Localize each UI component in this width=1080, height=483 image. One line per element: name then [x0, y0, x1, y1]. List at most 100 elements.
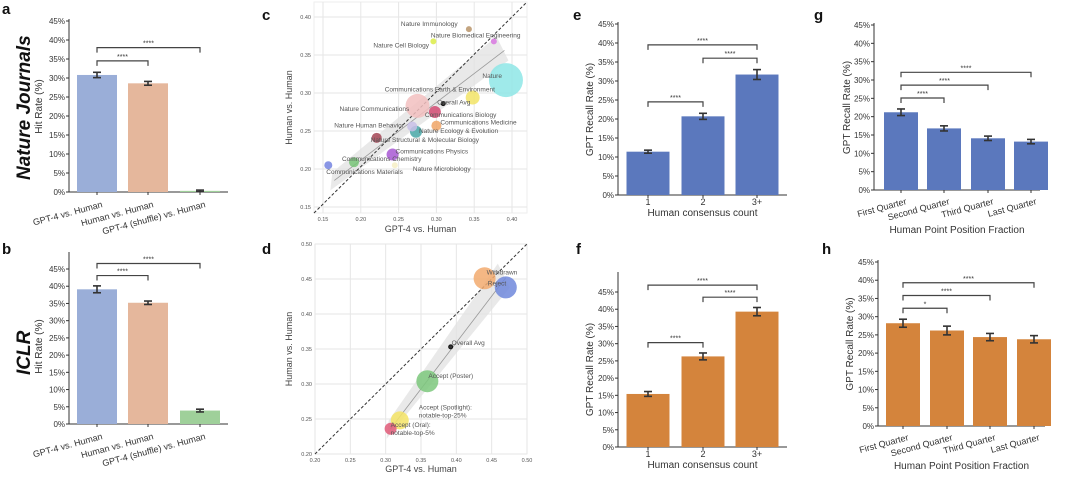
point-label: Overall Avg: [452, 340, 486, 347]
y-tick-label: 35%: [598, 58, 614, 67]
y-tick-label: 0.30: [300, 91, 311, 97]
significance-label: ****: [917, 91, 928, 98]
point-label: Nature Human Behavior: [334, 122, 405, 129]
point-label: Nature Communications: [340, 106, 410, 113]
x-axis-label: GPT-4 vs. Human: [385, 224, 457, 234]
y-tick-label: 35%: [49, 55, 65, 64]
scatter-point: [348, 157, 359, 168]
x-tick-label: Last Quarter: [990, 432, 1041, 455]
point-label: Communications Physics: [396, 149, 469, 156]
scatter-point: [431, 120, 442, 131]
panel-letter: g: [814, 7, 823, 24]
y-tick-label: 0%: [53, 420, 65, 429]
point-label: Accept (Spotlight): notable-top-25%: [419, 404, 472, 419]
y-tick-label: 25%: [854, 94, 870, 103]
y-tick-label: 10%: [49, 386, 65, 395]
significance-bracket: [900, 84, 989, 91]
bar: [973, 337, 1007, 426]
x-tick-label: 3+: [752, 197, 762, 207]
point-label: Communications Chemistry: [342, 156, 422, 163]
point-label: Withdrawn: [487, 269, 518, 276]
y-tick-label: 5%: [602, 172, 614, 181]
panel-f: f 0% 5% 10% 15% 20% 25% 30% 35% 40% 45% GPT Recall …: [576, 241, 787, 471]
x-tick-label: 0.40: [507, 217, 518, 223]
y-tick-label: 20%: [49, 351, 65, 360]
significance-bracket: [96, 262, 201, 269]
scatter-point: [494, 276, 517, 299]
y-tick-label: 5%: [858, 168, 870, 177]
y-tick-label: 30%: [598, 77, 614, 86]
y-tick-label: 35%: [598, 322, 614, 331]
y-tick-label: 0%: [862, 422, 874, 431]
y-tick-label: 35%: [854, 58, 870, 67]
y-axis-label: Human vs. Human: [284, 70, 294, 145]
y-tick-label: 30%: [854, 76, 870, 85]
panel-letter: h: [822, 241, 831, 258]
significance-bracket: [96, 274, 149, 281]
panel-letter: a: [2, 1, 11, 18]
y-tick-label: 0.20: [300, 167, 311, 173]
scatter-point: [384, 422, 397, 435]
point-label: Communications Materials: [326, 169, 403, 176]
y-tick-label: 25%: [598, 357, 614, 366]
y-tick-label: 0.35: [300, 53, 311, 59]
significance-label: ****: [939, 78, 950, 85]
bar: [626, 151, 670, 195]
significance-label: *: [924, 301, 927, 308]
y-tick-label: 20%: [598, 374, 614, 383]
y-tick-label: 30%: [858, 313, 874, 322]
bar: [77, 74, 117, 192]
y-axis-label: GPT Recall Rate (%): [842, 61, 853, 154]
y-tick-label: 35%: [858, 294, 874, 303]
y-tick-label: 40%: [598, 305, 614, 314]
scatter-point: [430, 38, 437, 45]
bar: [128, 302, 168, 424]
y-tick-label: 30%: [49, 74, 65, 83]
x-tick-label: 0.35: [416, 458, 427, 464]
y-tick-label: 40%: [598, 39, 614, 48]
significance-label: ****: [697, 278, 708, 285]
panel-c: c 0.15 0.20 0.25 0.30 0.35 0.40 0.15 0.20 0.25 0.3…: [262, 1, 528, 234]
x-tick-label: 0.50: [522, 458, 533, 464]
significance-bracket: [900, 97, 945, 103]
y-tick-label: 5%: [53, 169, 65, 178]
y-axis-label: Hit Rate (%): [34, 79, 45, 133]
y-tick-label: 20%: [854, 113, 870, 122]
bar: [681, 356, 725, 447]
panel-letter: b: [2, 241, 11, 258]
x-tick-label: Last Quarter: [987, 196, 1038, 219]
point-label: Communications Medicine: [440, 120, 517, 127]
row-label-nature-journals: Nature Journals: [14, 35, 35, 180]
bar: [626, 393, 670, 447]
significance-bracket: [647, 101, 704, 107]
significance-bracket: [647, 44, 758, 50]
y-tick-label: 25%: [49, 93, 65, 102]
point-label: Accept (Poster): [428, 373, 473, 380]
y-tick-label: 15%: [49, 368, 65, 377]
point-label: Nature Immunology: [401, 21, 458, 28]
x-tick-label: 2: [700, 449, 705, 459]
x-tick-label: 0.20: [310, 458, 321, 464]
x-axis-label: Human Point Position Fraction: [889, 225, 1024, 236]
significance-label: ****: [725, 51, 736, 58]
bar: [681, 116, 725, 195]
point-label: Nature Microbiology: [413, 166, 472, 173]
x-tick-label: 1: [645, 197, 650, 207]
regression-line: [390, 277, 507, 430]
scatter-point: [416, 370, 439, 393]
y-axis-label: Hit Rate (%): [34, 319, 45, 373]
y-tick-label: 35%: [49, 299, 65, 308]
y-tick-label: 0%: [53, 188, 65, 197]
y-tick-label: 0%: [602, 443, 614, 452]
y-tick-label: 0%: [858, 186, 870, 195]
bar: [1017, 339, 1051, 426]
significance-bracket: [900, 71, 1032, 78]
significance-label: ****: [963, 276, 974, 283]
scatter-point: [407, 121, 418, 132]
scatter-point: [473, 267, 496, 290]
point-label: Nature Ecology & Evolution: [419, 128, 499, 135]
bar: [886, 323, 920, 426]
significance-bracket: [902, 294, 991, 301]
y-tick-label: 15%: [598, 134, 614, 143]
point-label: Nature Cell Biology: [373, 42, 429, 49]
